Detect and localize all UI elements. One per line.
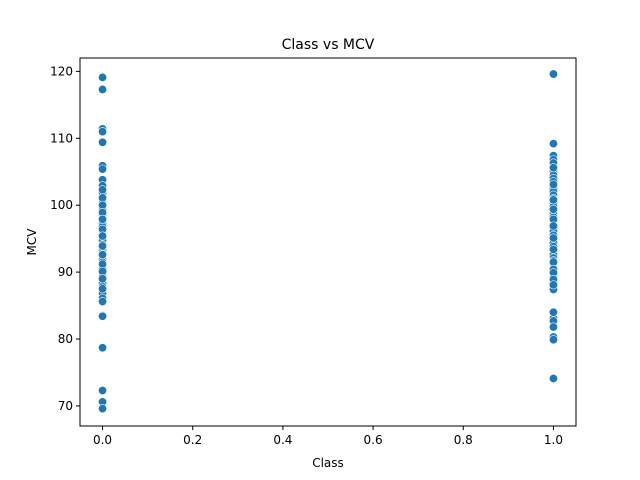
y-tick-label: 100 [50, 198, 73, 212]
points-layer [98, 69, 558, 414]
y-axis-label: MCV [25, 228, 39, 256]
x-tick-label: 1.0 [544, 433, 563, 447]
y-tick-label: 110 [50, 131, 73, 145]
x-tick-label: 0.2 [183, 433, 202, 447]
data-point [548, 373, 558, 383]
data-point [548, 335, 558, 345]
y-tick-label: 120 [50, 64, 73, 78]
chart-title: Class vs MCV [282, 37, 375, 53]
data-point [548, 322, 558, 332]
x-axis-label: Class [312, 456, 344, 470]
data-point [98, 164, 108, 174]
data-point [98, 84, 108, 94]
data-point [548, 221, 558, 231]
data-point [98, 404, 108, 414]
data-point [548, 179, 558, 189]
data-point [98, 137, 108, 147]
data-point [98, 241, 108, 251]
y-tick-label: 70 [58, 399, 73, 413]
data-point [98, 343, 108, 353]
data-point [98, 72, 108, 82]
data-point [548, 163, 558, 173]
data-point [548, 139, 558, 149]
data-point [548, 69, 558, 79]
plot-frame [79, 57, 577, 427]
x-tick-label: 0.0 [93, 433, 112, 447]
data-point [98, 274, 108, 284]
data-point [548, 244, 558, 254]
data-point [548, 204, 558, 214]
data-point [98, 185, 108, 195]
data-point [98, 231, 108, 241]
y-tick-label: 80 [58, 332, 73, 346]
data-point [98, 386, 108, 396]
data-point [548, 307, 558, 317]
data-point [548, 233, 558, 243]
data-point [98, 250, 108, 260]
y-axis: 70 80 90 100 110 120 [50, 64, 80, 413]
data-point [98, 284, 108, 294]
x-tick-label: 0.4 [273, 433, 292, 447]
y-tick-label: 90 [58, 265, 73, 279]
data-point [548, 280, 558, 290]
data-point [548, 195, 558, 205]
data-point [98, 127, 108, 137]
x-tick-label: 0.8 [454, 433, 473, 447]
data-point [98, 297, 108, 307]
data-point [98, 214, 108, 224]
x-axis: 0.0 0.2 0.4 0.6 0.8 1.0 [93, 426, 563, 447]
data-point [98, 311, 108, 321]
x-tick-label: 0.6 [364, 433, 383, 447]
